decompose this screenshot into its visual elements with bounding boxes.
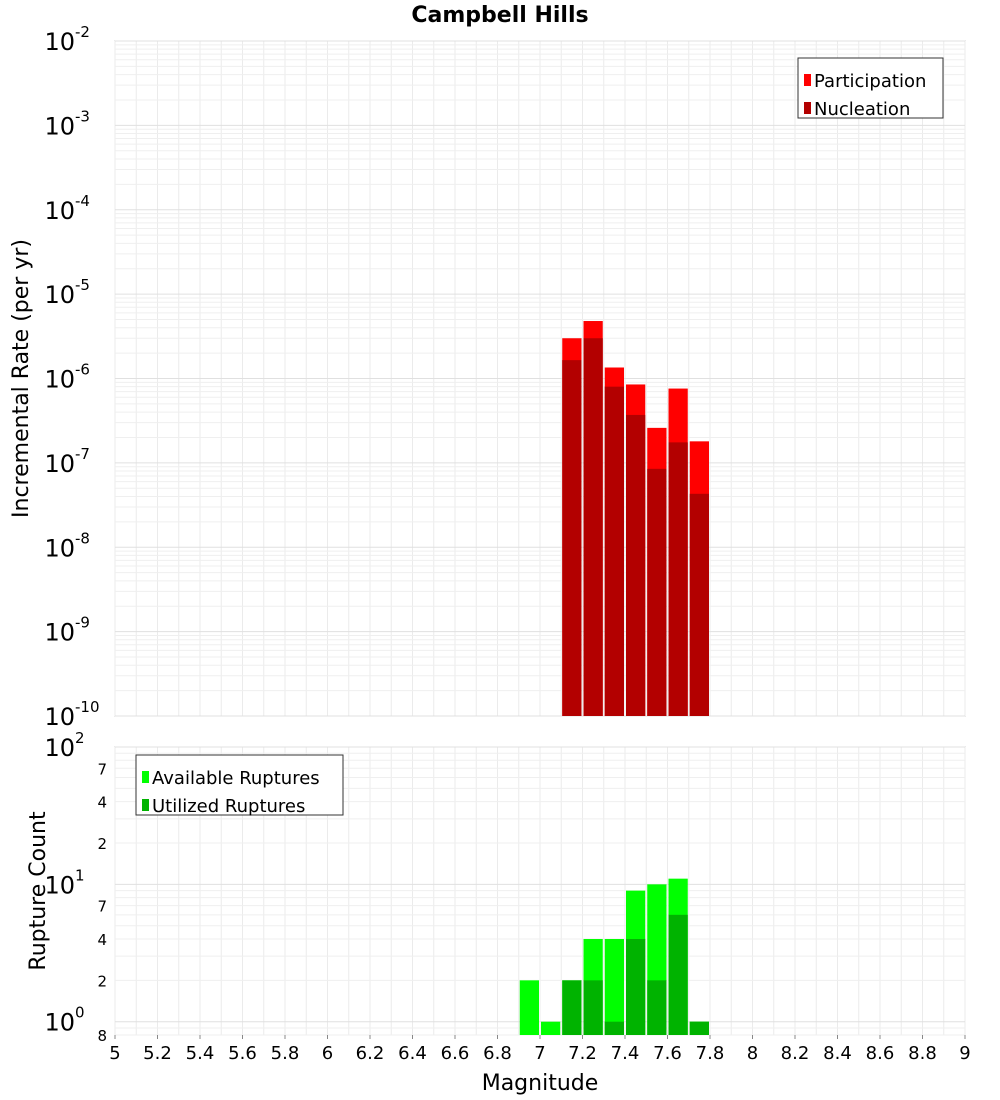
x-tick-label: 5.2 [143, 1043, 172, 1064]
count-y-tick-exponent: 2 [75, 729, 85, 747]
magnitude-x-axis-label: Magnitude [482, 1071, 599, 1096]
count-bar-primary [519, 980, 539, 1035]
rate-y-tick-exponent: -10 [75, 698, 100, 716]
rate-y-tick-exponent: -2 [75, 23, 90, 41]
rate-bar-secondary [647, 468, 667, 716]
count-y-axis-label: Rupture Count [26, 811, 51, 971]
x-tick-label: 5 [109, 1043, 120, 1064]
count-bar-secondary [583, 980, 603, 1035]
x-tick-label: 6.2 [356, 1043, 385, 1064]
count-legend: Available Ruptures Utilized Ruptures [135, 754, 344, 817]
x-tick-label: 8.8 [908, 1043, 937, 1064]
rate-grid [114, 40, 966, 717]
x-tick-label: 6.4 [398, 1043, 427, 1064]
x-tick-label: 7.2 [568, 1043, 597, 1064]
rate-panel: 10-210-310-410-510-610-710-810-910-10 In… [9, 23, 966, 731]
rate-y-tick-exponent: -8 [75, 529, 90, 547]
count-bar-primary [541, 1021, 561, 1035]
count-bars [519, 878, 709, 1035]
rate-bars [562, 321, 709, 716]
rate-bar-secondary [626, 414, 646, 716]
count-grid [114, 746, 966, 1036]
rate-y-tick-label: 10 [44, 112, 75, 140]
count-bar-secondary [626, 939, 646, 1035]
x-tick-label: 8 [747, 1043, 758, 1064]
x-tick-label: 8.2 [781, 1043, 810, 1064]
legend-label: Available Ruptures [152, 768, 320, 789]
x-tick-label: 6.6 [441, 1043, 470, 1064]
rate-y-tick-label: 10 [44, 197, 75, 225]
rate-legend: Participation Nucleation [797, 57, 944, 120]
count-bar-primary [604, 939, 624, 1035]
legend-label: Participation [814, 71, 926, 92]
rate-y-tick-label: 10 [44, 534, 75, 562]
rate-y-axis-label: Incremental Rate (per yr) [9, 239, 34, 518]
x-tick-label: 8.6 [866, 1043, 895, 1064]
count-bar-secondary [647, 980, 667, 1035]
rate-bar-secondary [583, 338, 603, 716]
x-tick-label: 7.6 [653, 1043, 682, 1064]
rate-y-tick-exponent: -3 [75, 107, 90, 125]
rate-y-tick-exponent: -5 [75, 276, 90, 294]
count-bar-secondary [668, 914, 688, 1035]
x-tick-label: 9 [959, 1043, 970, 1064]
x-tick-label: 5.4 [186, 1043, 215, 1064]
count-bar-secondary [562, 980, 582, 1035]
legend-swatch [142, 799, 149, 811]
x-tick-label: 7 [534, 1043, 545, 1064]
legend-swatch [142, 771, 149, 783]
rate-y-tick-exponent: -9 [75, 614, 90, 632]
legend-box [797, 57, 944, 119]
rate-bar-secondary [604, 386, 624, 716]
rate-y-tick-label: 10 [44, 450, 75, 478]
x-tick-label: 7.8 [696, 1043, 725, 1064]
x-tick-label: 5.8 [271, 1043, 300, 1064]
count-bar-secondary [604, 1021, 624, 1035]
count-y-minor-tick-label: 7 [97, 760, 107, 778]
x-tick-label: 6.8 [483, 1043, 512, 1064]
rate-y-tick-label: 10 [44, 281, 75, 309]
legend-swatch [804, 102, 811, 114]
count-y-minor-tick-label: 7 [97, 898, 107, 916]
x-tick-label: 5.6 [228, 1043, 257, 1064]
rate-y-tick-label: 10 [44, 366, 75, 394]
rate-y-tick-exponent: -7 [75, 445, 90, 463]
legend-swatch [804, 74, 811, 86]
count-bar-secondary [689, 1021, 709, 1035]
x-tick-label: 8.4 [823, 1043, 852, 1064]
count-y-tick-label: 10 [44, 734, 75, 762]
rate-bar-secondary [668, 442, 688, 716]
count-y-tick-exponent: 1 [75, 866, 85, 884]
count-y-minor-tick-label: 8 [97, 1027, 107, 1045]
rate-y-tick-label: 10 [44, 619, 75, 647]
rate-y-tick-exponent: -4 [75, 192, 90, 210]
legend-label: Nucleation [814, 99, 910, 120]
count-y-tick-label: 10 [44, 1009, 75, 1037]
rate-y-tick-label: 10 [44, 703, 75, 731]
legend-label: Utilized Ruptures [152, 796, 305, 817]
x-tick-label: 6 [322, 1043, 333, 1064]
magnitude-x-tick-labels: 5 5.2 5.4 5.6 5.8 6 6.2 6.4 6.6 6.8 7 7.2 7.4 7.6 7.8 8… [109, 1035, 971, 1064]
count-y-minor-tick-label: 4 [97, 794, 107, 812]
count-y-minor-tick-label: 2 [97, 972, 107, 990]
rate-y-tick-labels: 10-210-310-410-510-610-710-810-910-10 [44, 23, 99, 731]
count-y-tick-label: 10 [44, 871, 75, 899]
rate-bar-secondary [562, 360, 582, 716]
x-tick-label: 7.4 [611, 1043, 640, 1064]
count-y-minor-tick-label: 4 [97, 931, 107, 949]
rate-y-tick-label: 10 [44, 28, 75, 56]
count-y-tick-exponent: 0 [75, 1004, 85, 1022]
count-y-minor-tick-label: 2 [97, 835, 107, 853]
chart-title: Campbell Hills [411, 3, 588, 28]
rate-bar-secondary [689, 493, 709, 716]
rate-y-tick-exponent: -6 [75, 361, 90, 379]
legend-box [135, 754, 344, 816]
